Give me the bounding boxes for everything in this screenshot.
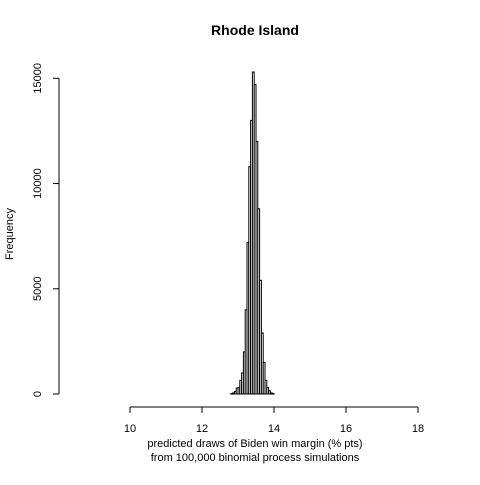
y-tick-label-3: 15000 [32,63,44,94]
x-tick-label-4: 18 [412,423,424,435]
x-axis-label-line1: predicted draws of Biden win margin (% p… [147,438,362,450]
x-axis: 10 12 14 16 18 [124,406,424,435]
histogram-bar-21 [268,390,271,395]
x-tick-label-1: 12 [196,423,208,435]
x-tick-label-3: 16 [340,423,352,435]
chart-title: Rhode Island [211,22,299,38]
x-axis-label-line2: from 100,000 binomial process simulation… [151,452,360,464]
histogram-bar-23 [271,393,275,395]
y-tick-label-0: 0 [32,391,44,397]
y-axis-label: Frequency [4,208,16,260]
x-tick-label-2: 14 [268,423,280,435]
y-tick-label-2: 10000 [32,168,44,199]
histogram-bars [230,71,275,395]
histogram-bar-18 [262,361,266,395]
histogram-bar-19 [264,379,268,395]
x-tick-label-0: 10 [124,423,136,435]
y-tick-label-1: 5000 [32,277,44,301]
y-axis: 0 5000 10000 15000 [32,63,60,397]
